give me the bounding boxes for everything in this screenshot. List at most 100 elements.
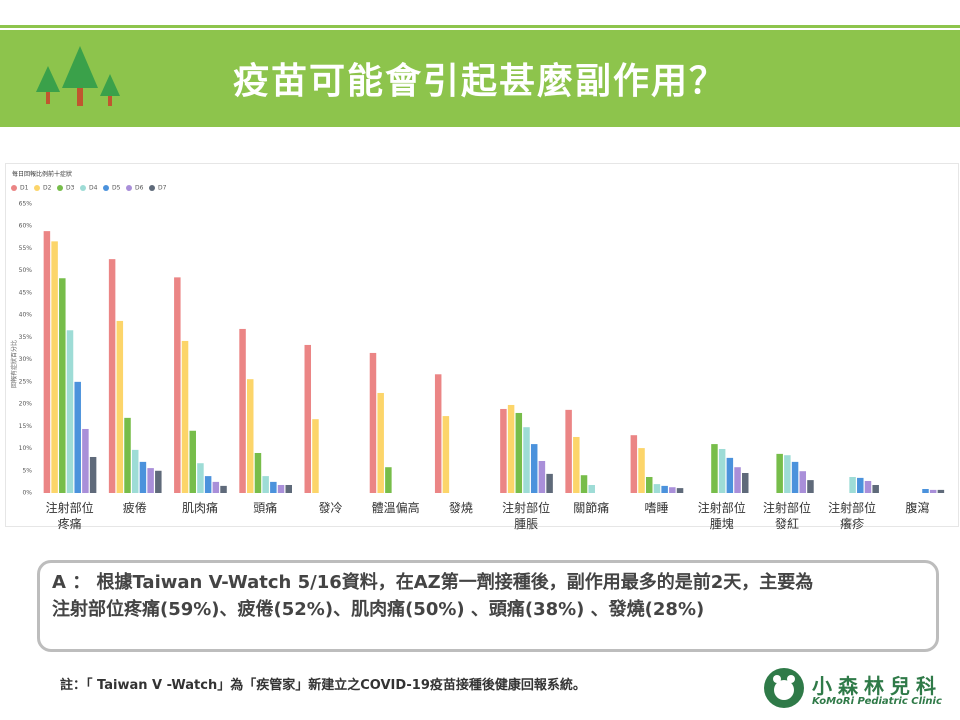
x-tick-label: 注射部位 癢疹 <box>828 501 877 531</box>
bar <box>277 484 285 493</box>
bar <box>565 409 572 493</box>
bar <box>124 417 131 493</box>
legend-swatch <box>57 185 63 191</box>
bar <box>285 484 292 493</box>
x-tick-label: 關節痛 <box>573 501 610 515</box>
bar <box>734 467 741 493</box>
bar <box>638 448 645 493</box>
bar <box>791 461 799 493</box>
answer-line: 注射部位疼痛(59%)、疲倦(52%)、肌肉痛(50%) 、頭痛(38%) 、發… <box>52 599 705 620</box>
legend-label: D5 <box>112 185 121 192</box>
bar <box>66 330 74 493</box>
bar <box>937 489 945 493</box>
bar <box>669 487 676 493</box>
logo-icon <box>764 668 804 708</box>
bar <box>82 428 89 493</box>
legend-label: D1 <box>20 185 29 192</box>
bar <box>807 480 814 493</box>
chart: 每日回報比例前十症狀 回報有症狀百分比 0% 5% 10% 15% 20% 25% 30% 3… <box>5 163 959 527</box>
y-tick-label: 15% <box>19 423 33 430</box>
y-tick-label: 10% <box>19 445 33 452</box>
bar <box>116 320 124 493</box>
bar <box>312 419 319 493</box>
bar <box>369 352 377 493</box>
legend-swatch <box>80 185 86 191</box>
bar <box>507 404 515 493</box>
bar <box>89 456 97 493</box>
bar <box>59 278 66 493</box>
y-tick-label: 20% <box>19 401 33 408</box>
bar <box>51 241 58 493</box>
bar <box>377 392 384 493</box>
bar <box>254 452 262 493</box>
bar <box>43 231 51 494</box>
bar <box>189 430 196 493</box>
bar <box>530 444 538 493</box>
bar <box>857 477 864 493</box>
bar <box>742 472 749 493</box>
bar <box>147 468 154 493</box>
legend-label: D2 <box>43 185 52 192</box>
bar <box>247 379 254 493</box>
legend-swatch <box>103 185 109 191</box>
bar <box>573 436 580 493</box>
y-tick-label: 60% <box>19 223 33 230</box>
legend-label: D7 <box>158 185 167 192</box>
x-tick-label: 體溫偏高 <box>371 501 420 515</box>
bar <box>197 463 204 493</box>
bar <box>131 449 139 493</box>
footnote: 註：「 Taiwan V -Watch」為「疾管家」新建立之COVID-19疫苗… <box>60 678 586 693</box>
bar <box>262 476 269 493</box>
legend-swatch <box>126 185 132 191</box>
bar <box>108 259 116 493</box>
legend-label: D6 <box>135 185 144 192</box>
bar <box>929 489 937 493</box>
bar <box>139 461 147 493</box>
bar <box>500 408 507 493</box>
bar <box>676 488 684 493</box>
y-axis-title: 回報有症狀百分比 <box>10 340 18 388</box>
x-tick-label: 疲倦 <box>122 501 147 515</box>
y-tick-label: 35% <box>19 334 33 341</box>
answer-box: A ： 根據Taiwan V-Watch 5/16資料，在AZ第一劑接種後，副作… <box>37 560 939 652</box>
y-tick-label: 25% <box>19 378 33 385</box>
trees-icon <box>36 46 120 106</box>
bar <box>442 416 450 493</box>
bar <box>181 340 189 493</box>
legend-label: D3 <box>66 185 75 192</box>
bar <box>653 484 661 493</box>
x-tick-label: 發冷 <box>318 501 343 515</box>
bar <box>718 448 726 493</box>
x-tick-label: 嗜睡 <box>644 501 669 515</box>
y-tick-label: 40% <box>19 312 33 319</box>
bar <box>385 467 392 493</box>
bar <box>523 427 530 493</box>
bar <box>270 481 277 493</box>
bar <box>864 480 872 493</box>
bar <box>849 476 856 493</box>
bar <box>538 460 546 493</box>
logo-subtitle: KoMoRi Pediatric Clinic <box>812 696 942 707</box>
bar <box>74 381 81 493</box>
bar <box>922 488 929 493</box>
legend-label: D4 <box>89 185 98 192</box>
x-tick-label: 注射部位 腫脹 <box>502 501 551 531</box>
bar <box>212 481 220 493</box>
y-tick-label: 65% <box>19 201 33 208</box>
x-tick-label: 頭痛 <box>253 501 278 515</box>
bar <box>661 485 668 493</box>
bar <box>588 484 595 493</box>
y-tick-label: 45% <box>19 289 33 296</box>
y-tick-label: 55% <box>19 245 33 252</box>
logo-name: 小森林兒科 <box>812 674 942 698</box>
x-tick-label: 注射部位 疼痛 <box>45 501 94 531</box>
legend-title: 每日回報比例前十症狀 <box>12 170 72 178</box>
legend-swatch <box>34 185 40 191</box>
y-tick-label: 30% <box>19 356 33 363</box>
bar <box>580 475 588 493</box>
bar <box>776 453 783 493</box>
bar <box>515 412 523 493</box>
x-tick-label: 注射部位 腫塊 <box>697 501 746 531</box>
bar <box>546 473 553 493</box>
bar <box>239 328 246 493</box>
